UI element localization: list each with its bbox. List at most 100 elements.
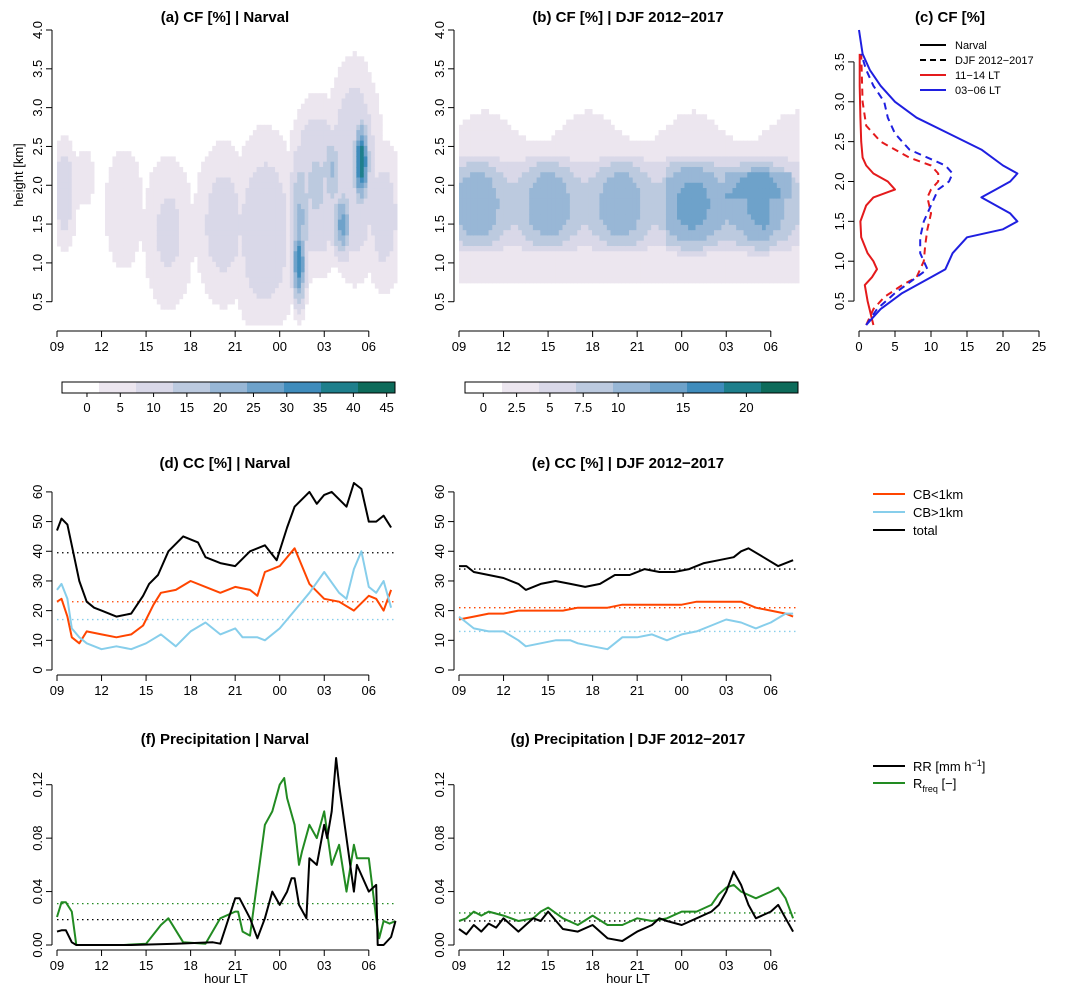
heatmap-cell: [337, 77, 343, 84]
heatmap-cell: [178, 209, 184, 215]
heatmap-cell: [241, 230, 246, 236]
heatmap-cell: [566, 251, 571, 258]
heatmap-cell: [145, 193, 150, 200]
heatmap-cell: [289, 188, 295, 194]
heatmap-cell: [714, 230, 719, 236]
heatmap-cell: [371, 140, 376, 147]
heatmap-cell: [75, 182, 80, 189]
heatmap-cell: [304, 203, 309, 210]
heatmap-cell: [647, 177, 652, 184]
heatmap-cell: [688, 209, 693, 215]
heatmap-cell: [348, 193, 354, 200]
heatmap-cell: [57, 198, 62, 205]
heatmap-cell: [304, 298, 309, 305]
heatmap-cell: [182, 240, 187, 247]
heatmap-cell: [289, 172, 295, 178]
heatmap-cell: [197, 245, 202, 252]
heatmap-cell: [680, 235, 685, 242]
heatmap-cell: [175, 245, 180, 252]
heatmap-cell: [636, 261, 641, 268]
heatmap-cell: [208, 166, 213, 173]
heatmap-cell: [252, 314, 258, 321]
heatmap-cell: [326, 230, 331, 236]
heatmap-cell: [193, 214, 198, 221]
heatmap-cell: [510, 156, 515, 163]
heatmap-cell: [245, 177, 250, 184]
heatmap-cell: [371, 166, 376, 173]
heatmap-cell: [230, 277, 235, 284]
heatmap-cell: [592, 188, 597, 194]
heatmap-cell: [669, 198, 674, 205]
heatmap-cell: [555, 261, 560, 268]
heatmap-cell: [300, 240, 306, 247]
heatmap-cell: [728, 230, 733, 236]
heatmap-cell: [312, 214, 317, 221]
heatmap-cell: [297, 135, 302, 142]
heatmap-cell: [680, 240, 685, 247]
heatmap-cell: [68, 203, 73, 210]
heatmap-cell: [606, 261, 612, 268]
heatmap-cell: [569, 277, 575, 284]
heatmap-cell: [293, 145, 298, 152]
heatmap-cell: [536, 256, 541, 263]
heatmap-cell: [363, 103, 368, 110]
heatmap-cell: [68, 198, 73, 205]
heatmap-cell: [654, 166, 660, 173]
heatmap-cell: [750, 219, 756, 226]
heatmap-cell: [227, 203, 232, 210]
heatmap-cell: [208, 161, 213, 168]
heatmap-cell: [260, 214, 265, 221]
heatmap-cell: [643, 256, 648, 263]
heatmap-cell: [629, 224, 634, 231]
heatmap-cell: [555, 161, 560, 168]
heatmap-cell: [130, 251, 136, 258]
heatmap-cell: [614, 256, 619, 263]
heatmap-cell: [389, 277, 394, 284]
heatmap-cell: [182, 256, 187, 263]
heatmap-cell: [289, 235, 295, 242]
heatmap-cell: [282, 267, 287, 273]
heatmap-cell: [278, 156, 283, 163]
heatmap-cell: [182, 251, 187, 258]
heatmap-cell: [319, 261, 324, 268]
heatmap-cell: [345, 98, 350, 105]
heatmap-cell: [293, 314, 298, 321]
heatmap-cell: [743, 230, 748, 236]
heatmap-cell: [352, 72, 357, 78]
heatmap-cell: [477, 277, 482, 284]
heatmap-cell: [352, 145, 357, 152]
heatmap-cell: [256, 214, 261, 221]
heatmap-cell: [193, 224, 198, 231]
heatmap-cell: [658, 224, 663, 231]
heatmap-cell: [665, 209, 671, 215]
heatmap-cell: [289, 198, 295, 205]
heatmap-cell: [603, 209, 608, 215]
heatmap-cell: [717, 235, 722, 242]
heatmap-cell: [153, 288, 158, 294]
heatmap-cell: [632, 161, 637, 168]
heatmap-cell: [164, 224, 169, 231]
heatmap-cell: [345, 224, 350, 231]
heatmap-cell: [282, 309, 287, 315]
heatmap-cell: [389, 240, 394, 247]
heatmap-cell: [275, 135, 280, 142]
heatmap-cell: [592, 203, 597, 210]
heatmap-cell: [289, 256, 295, 263]
heatmap-cell: [510, 240, 515, 247]
heatmap-cell: [138, 198, 143, 205]
heatmap-cell: [691, 240, 697, 247]
heatmap-cell: [382, 282, 387, 289]
heatmap-cell: [610, 256, 615, 263]
heatmap-cell: [699, 193, 704, 200]
heatmap-cell: [673, 161, 678, 168]
heatmap-cell: [175, 277, 180, 284]
heatmap-cell: [525, 245, 530, 252]
heatmap-cell: [588, 256, 593, 263]
heatmap-cell: [160, 288, 165, 294]
heatmap-cell: [566, 166, 571, 173]
heatmap-cell: [356, 145, 361, 152]
heatmap-cell: [580, 240, 586, 247]
heatmap-cell: [341, 77, 346, 84]
heatmap-cell: [57, 151, 62, 157]
heatmap-cell: [695, 124, 700, 131]
